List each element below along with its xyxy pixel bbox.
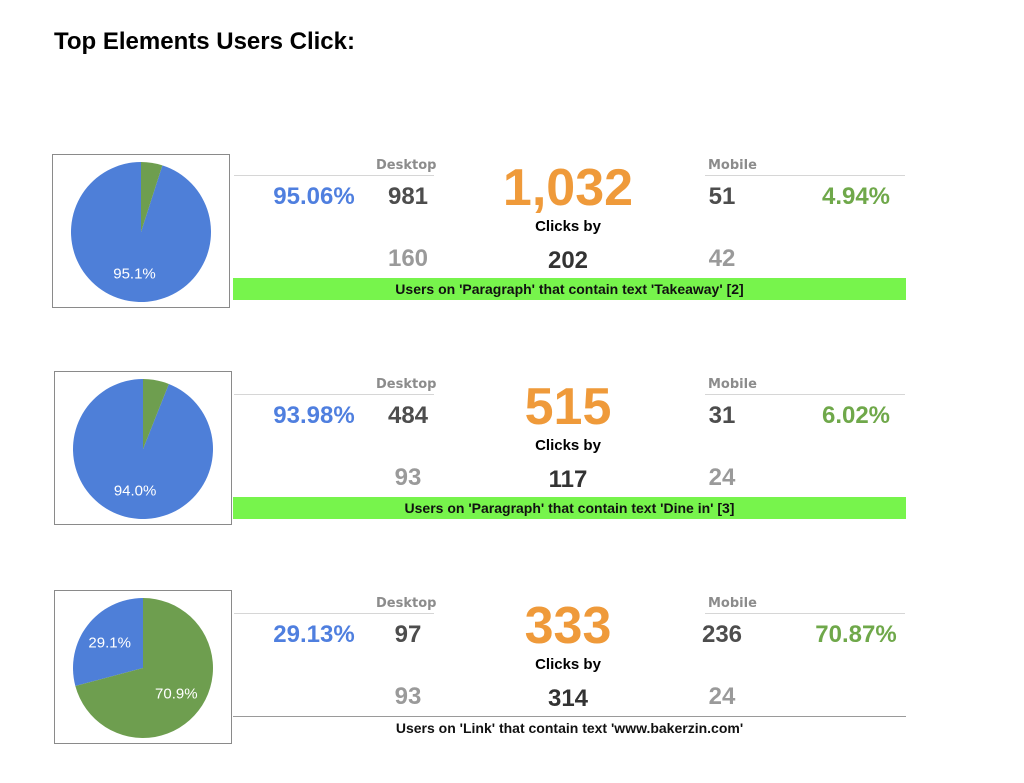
divider <box>705 394 905 395</box>
element-caption: Users on 'Paragraph' that contain text '… <box>233 497 906 519</box>
mobile-users: 24 <box>708 683 736 710</box>
mobile-clicks: 236 <box>701 621 743 648</box>
element-caption: Users on 'Paragraph' that contain text '… <box>233 278 906 300</box>
divider <box>234 175 434 176</box>
pie-chart-box: 94.0% <box>54 371 232 525</box>
mobile-label: Mobile <box>708 158 757 173</box>
mobile-percent: 70.87% <box>815 621 897 648</box>
pie-chart-box: 29.1% 70.9% <box>54 590 232 744</box>
total-users: 314 <box>547 685 589 712</box>
desktop-label: Desktop <box>376 377 437 392</box>
total-users: 202 <box>547 247 589 274</box>
mobile-percent: 6.02% <box>821 402 891 429</box>
desktop-label: Desktop <box>376 158 437 173</box>
divider <box>234 613 434 614</box>
element-row: 29.1% 70.9% Desktop Mobile 29.13% 97 333 … <box>0 588 1024 748</box>
element-row: 94.0% Desktop Mobile 93.98% 484 515 Clic… <box>0 369 1024 529</box>
mobile-label: Mobile <box>708 596 757 611</box>
desktop-clicks: 97 <box>394 621 422 648</box>
total-clicks: 1,032 <box>502 159 634 217</box>
desktop-percent: 93.98% <box>273 402 355 429</box>
total-clicks: 333 <box>524 597 612 655</box>
divider <box>705 175 905 176</box>
desktop-label: Desktop <box>376 596 437 611</box>
element-caption: Users on 'Link' that contain text 'www.b… <box>233 716 906 739</box>
mobile-users: 24 <box>708 464 736 491</box>
pie-chart-box: 95.1% <box>52 154 230 308</box>
pie-chart: 95.1% <box>70 162 211 302</box>
pie-label-mobile: 70.9% <box>155 686 198 703</box>
pie-label-desktop: 95.1% <box>113 265 156 282</box>
pie-chart: 29.1% 70.9% <box>73 598 213 738</box>
mobile-label: Mobile <box>708 377 757 392</box>
pie-slice-desktop <box>72 379 213 519</box>
desktop-percent: 29.13% <box>273 621 355 648</box>
element-row: 95.1% Desktop Mobile 95.06% 981 1,032 Cl… <box>0 150 1024 310</box>
desktop-users: 160 <box>387 245 429 272</box>
desktop-clicks: 981 <box>387 183 429 210</box>
pie-label-desktop: 94.0% <box>114 482 157 499</box>
total-clicks: 515 <box>524 378 612 436</box>
mobile-percent: 4.94% <box>821 183 891 210</box>
desktop-users: 93 <box>394 683 422 710</box>
pie-slice-desktop <box>73 598 143 686</box>
mobile-users: 42 <box>708 245 736 272</box>
pie-slice-desktop <box>70 162 211 302</box>
pie-slice-mobile <box>143 379 169 449</box>
divider <box>234 394 434 395</box>
clicks-by-label: Clicks by <box>535 218 601 235</box>
mobile-clicks: 51 <box>708 183 736 210</box>
page-title: Top Elements Users Click: <box>54 28 355 55</box>
pie-chart: 94.0% <box>72 379 213 519</box>
clicks-by-label: Clicks by <box>535 656 601 673</box>
clicks-by-label: Clicks by <box>535 437 601 454</box>
desktop-clicks: 484 <box>387 402 429 429</box>
divider <box>705 613 905 614</box>
total-users: 117 <box>548 466 588 493</box>
mobile-clicks: 31 <box>708 402 736 429</box>
pie-label-desktop: 29.1% <box>88 634 131 651</box>
desktop-users: 93 <box>394 464 422 491</box>
desktop-percent: 95.06% <box>273 183 355 210</box>
pie-slice-mobile <box>75 598 213 738</box>
pie-slice-mobile <box>141 162 163 232</box>
